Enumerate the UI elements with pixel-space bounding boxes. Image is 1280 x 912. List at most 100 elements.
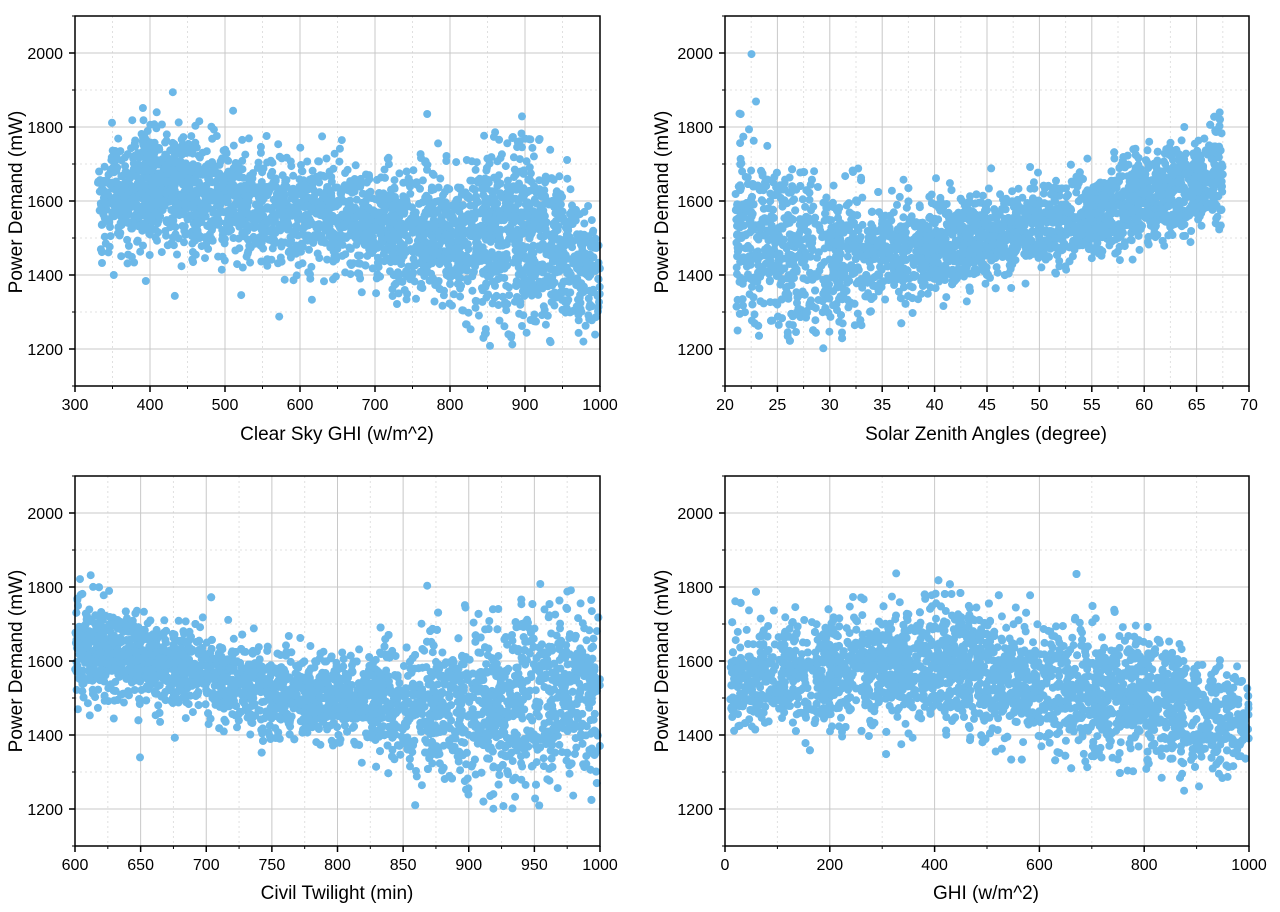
scatter-point <box>479 269 488 278</box>
scatter-point <box>388 232 397 241</box>
scatter-point <box>478 297 487 306</box>
scatter-point <box>512 230 521 239</box>
scatter-point <box>503 139 512 148</box>
scatter-point <box>379 202 388 211</box>
scatter-point <box>230 191 239 200</box>
scatter-point <box>308 182 317 191</box>
scatter-point <box>505 283 513 292</box>
scatter-point <box>315 157 323 166</box>
scatter-point <box>566 185 575 194</box>
scatter-point <box>584 294 593 303</box>
scatter-point <box>519 220 527 229</box>
scatter-point <box>305 175 314 184</box>
scatter-point <box>345 243 354 252</box>
scatter-points <box>94 88 604 350</box>
scatter-point <box>158 206 167 215</box>
scatter-point <box>1062 192 1071 201</box>
scatter-point <box>352 240 361 249</box>
y-tick-label: 1800 <box>27 120 63 137</box>
scatter-point <box>512 280 520 289</box>
scatter-point <box>1083 154 1092 163</box>
scatter-point <box>411 261 420 270</box>
scatter-point <box>810 167 819 176</box>
scatter-point <box>340 181 349 190</box>
scatter-point <box>171 223 180 231</box>
scatter-point <box>96 245 105 254</box>
scatter-point <box>532 199 541 208</box>
scatter-point <box>580 219 589 228</box>
scatter-point <box>130 139 139 148</box>
scatter-point <box>335 144 344 153</box>
scatter-point <box>587 216 596 225</box>
scatter-point <box>466 325 475 334</box>
scatter-point <box>326 227 335 236</box>
scatter-point <box>190 178 199 187</box>
scatter-point <box>444 221 453 230</box>
scatter-point <box>594 274 603 283</box>
scatter-point <box>317 237 326 246</box>
scatter-point <box>141 277 150 285</box>
scatter-point <box>530 317 539 326</box>
x-tick-label: 500 <box>212 397 239 414</box>
scatter-point <box>555 250 564 259</box>
scatter-point <box>429 170 438 179</box>
scatter-point <box>594 261 603 270</box>
scatter-point <box>224 227 233 236</box>
scatter-point <box>387 185 395 194</box>
scatter-point <box>201 254 209 263</box>
scatter-point <box>560 237 569 246</box>
scatter-point <box>563 156 572 164</box>
scatter-point <box>572 205 580 214</box>
scatter-point <box>204 168 213 177</box>
scatter-point <box>264 188 273 197</box>
scatter-point <box>109 271 118 279</box>
scatter-point <box>139 241 147 250</box>
scatter-point <box>527 275 536 284</box>
scatter-point <box>442 248 451 256</box>
scatter-point <box>289 171 298 180</box>
scatter-point <box>229 106 238 115</box>
scatter-point <box>451 202 460 210</box>
scatter-point <box>153 178 162 187</box>
scatter-point <box>229 141 238 150</box>
scatter-point <box>579 337 588 346</box>
scatter-point <box>1190 139 1199 148</box>
scatter-point <box>256 142 265 151</box>
scatter-point <box>257 257 266 266</box>
scatter-point <box>519 169 528 178</box>
scatter-point <box>116 147 125 156</box>
scatter-point <box>471 296 480 305</box>
scatter-point <box>563 269 572 278</box>
scatter-point <box>128 116 137 125</box>
scatter-point <box>356 182 365 191</box>
scatter-point <box>434 139 443 148</box>
scatter-point <box>254 158 263 167</box>
scatter-point <box>465 226 474 235</box>
scatter-point <box>479 333 488 342</box>
scatter-point <box>430 223 439 232</box>
scatter-point <box>267 255 276 264</box>
scatter-point <box>153 219 162 228</box>
scatter-point <box>258 168 267 177</box>
scatter-point <box>319 190 328 199</box>
scatter-point <box>241 150 250 159</box>
scatter-point <box>452 263 461 272</box>
scatter-point <box>393 222 402 231</box>
scatter-point <box>386 267 394 276</box>
scatter-point <box>170 291 179 300</box>
scatter-point <box>457 190 466 199</box>
scatter-point <box>515 155 524 164</box>
scatter-point <box>518 112 526 121</box>
scatter-point <box>101 239 110 248</box>
scatter-point <box>482 184 491 193</box>
scatter-point <box>248 174 257 183</box>
scatter-point <box>579 240 588 249</box>
scatter-point <box>528 143 537 152</box>
scatter-point <box>229 173 238 182</box>
scatter-point <box>352 230 361 239</box>
scatter-point <box>545 336 554 345</box>
scatter-point <box>423 254 432 263</box>
scatter-point <box>121 192 130 201</box>
scatter-point <box>266 170 275 179</box>
scatter-point <box>887 186 896 195</box>
